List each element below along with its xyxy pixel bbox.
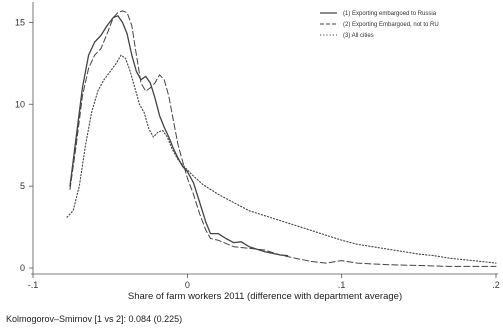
series-layer: [66, 10, 497, 267]
x-tick-label: -.1: [28, 280, 39, 290]
legend: (1) Exporting embargoed to Russia (2) Exp…: [320, 11, 439, 39]
legend-label-2: (2) Exporting Embargoed, not to RU: [343, 22, 439, 28]
legend-label-3: (3) All cities: [343, 33, 374, 39]
series-line-2: [69, 10, 497, 267]
y-tick-label: 0: [20, 263, 25, 273]
x-tick-label: .1: [338, 280, 346, 290]
x-axis-label: Share of farm workers 2011 (difference w…: [128, 291, 402, 302]
legend-label-1: (1) Exporting embargoed to Russia: [343, 11, 437, 17]
y-tick-label: 10: [15, 99, 25, 109]
x-tick-label: 0: [185, 280, 190, 290]
series-line-1: [69, 15, 289, 257]
series-line-3: [66, 54, 497, 264]
x-tick-label: .2: [492, 280, 500, 290]
ks-test-note: Kolmogorov–Smirnov [1 vs 2]: 0.084 (0.22…: [6, 314, 183, 324]
y-tick-label: 5: [20, 181, 25, 191]
y-tick-label: 15: [15, 17, 25, 27]
